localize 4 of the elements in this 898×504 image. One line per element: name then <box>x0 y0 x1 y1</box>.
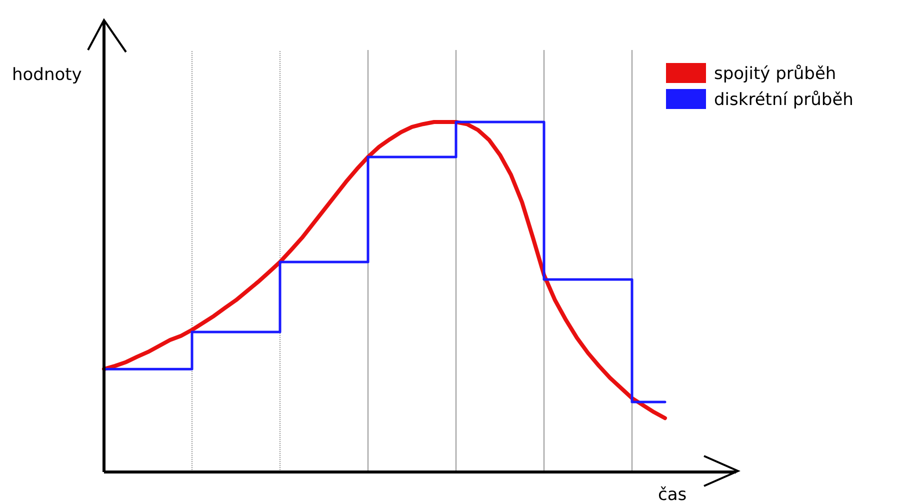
x-axis-title: čas <box>658 485 687 504</box>
y-axis-title: hodnoty <box>12 65 82 85</box>
legend-label: spojitý průběh <box>714 64 836 84</box>
legend-label: diskrétní průběh <box>714 90 854 110</box>
